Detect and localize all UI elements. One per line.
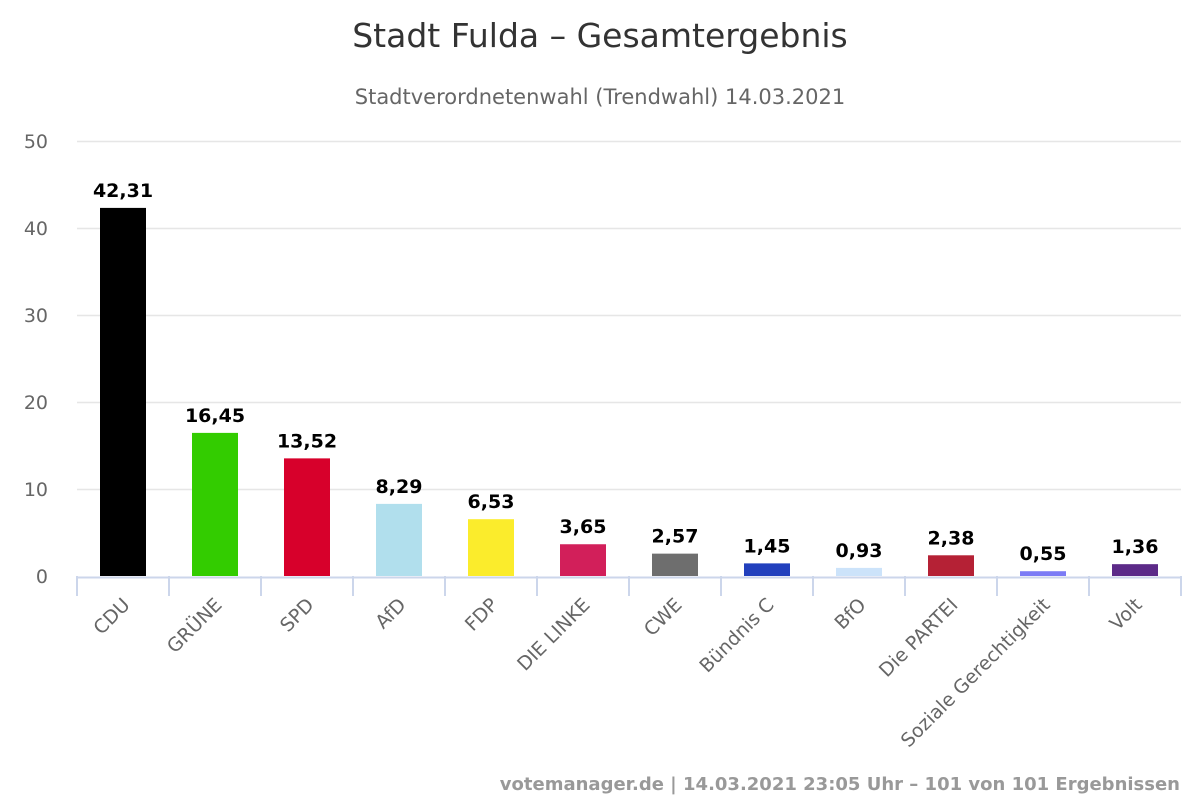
bar-bfo[interactable]	[836, 567, 882, 576]
x-tick-label: CDU	[89, 594, 134, 639]
data-label: 0,55	[1020, 543, 1067, 565]
x-tick-label: FDP	[461, 594, 503, 636]
chart-subtitle: Stadtverordnetenwahl (Trendwahl) 14.03.2…	[355, 85, 845, 109]
x-tick-label: CWE	[640, 594, 687, 641]
y-tick-label: 30	[24, 305, 48, 327]
data-label: 6,53	[468, 491, 515, 513]
x-tick-label: Die PARTEI	[875, 594, 963, 682]
bar-gr-ne[interactable]	[192, 432, 238, 576]
bar-die-linke[interactable]	[560, 544, 606, 576]
bar-die-partei[interactable]	[928, 555, 974, 576]
x-tick-label: Volt	[1106, 594, 1147, 635]
data-label: 1,45	[744, 535, 791, 557]
data-label: 13,52	[277, 430, 337, 452]
bar-cdu[interactable]	[100, 207, 146, 576]
data-label: 1,36	[1112, 536, 1159, 558]
x-tick-label: Bündnis C	[695, 594, 778, 677]
data-label: 16,45	[185, 405, 245, 427]
y-tick-label: 40	[24, 218, 48, 240]
credits[interactable]: votemanager.de | 14.03.2021 23:05 Uhr – …	[500, 774, 1180, 795]
x-tick-label: GRÜNE	[162, 593, 226, 657]
data-label: 2,57	[652, 526, 699, 548]
bar-b-ndnis-c[interactable]	[744, 563, 790, 576]
y-tick-label: 10	[24, 479, 48, 501]
data-labels: 42,31 16,45 13,52 8,29 6,53 3,65 2,57 1,45 0,93 2…	[93, 180, 1159, 565]
x-tick-label: SPD	[276, 594, 319, 637]
data-label: 42,31	[93, 180, 153, 202]
bar-cwe[interactable]	[652, 553, 698, 576]
y-tick-label: 50	[24, 131, 48, 153]
bar-afd[interactable]	[376, 503, 422, 576]
x-axis: CDU GRÜNE SPD AfD FDP DIE LINKE CWE Bündnis C Bf…	[76, 576, 1182, 752]
x-tick-label: Soziale Gerechtigkeit	[897, 594, 1055, 752]
data-label: 8,29	[376, 476, 423, 498]
bars	[100, 207, 1158, 576]
data-label: 0,93	[836, 540, 883, 562]
x-tick-label: BfO	[830, 594, 870, 634]
bar-fdp[interactable]	[468, 519, 514, 576]
bar-soziale-gerechtigkeit[interactable]	[1020, 571, 1066, 576]
y-tick-label: 20	[24, 392, 48, 414]
x-tick-label: AfD	[371, 594, 410, 633]
y-axis: 0 10 20 30 40 50	[24, 131, 48, 588]
data-label: 3,65	[560, 516, 607, 538]
x-tick-label: DIE LINKE	[513, 594, 594, 675]
chart-title: Stadt Fulda – Gesamtergebnis	[352, 16, 848, 55]
gridlines	[77, 140, 1181, 491]
bar-spd[interactable]	[284, 458, 330, 576]
data-label: 2,38	[928, 527, 975, 549]
y-tick-label: 0	[36, 566, 48, 588]
bar-volt[interactable]	[1112, 564, 1158, 576]
